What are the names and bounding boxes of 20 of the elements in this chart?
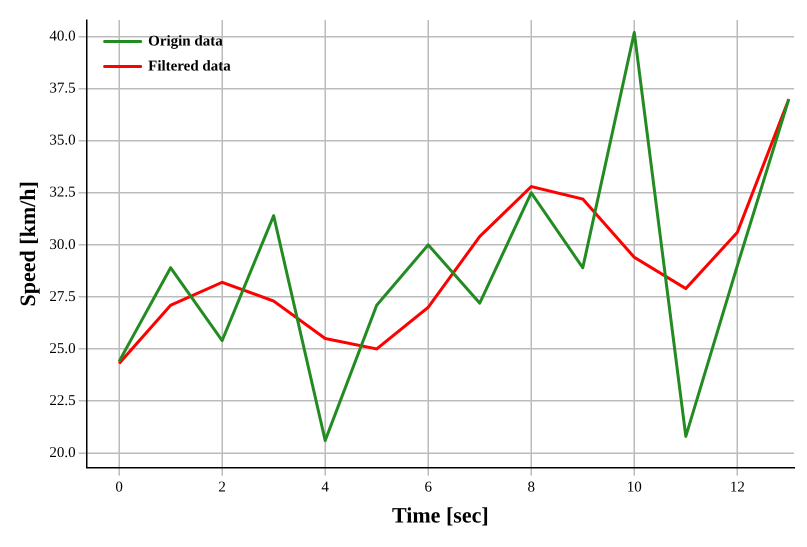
legend-label: Origin data: [148, 33, 224, 50]
x-tick-label: 8: [528, 480, 536, 496]
y-tick-label: 25.0: [49, 340, 76, 357]
y-tick-label: 37.5: [49, 80, 76, 97]
y-tick-label: 22.5: [49, 392, 76, 409]
y-tick-label: 27.5: [49, 288, 76, 305]
x-tick-label: 12: [730, 480, 745, 496]
y-tick-label: 35.0: [49, 132, 76, 149]
x-tick-label: 4: [321, 480, 330, 496]
x-tick-label: 6: [424, 480, 432, 496]
y-tick-label: 20.0: [49, 444, 76, 461]
y-axis-title: Speed [km/h]: [14, 181, 40, 306]
x-axis-title: Time [sec]: [392, 502, 489, 528]
y-tick-label: 32.5: [49, 184, 76, 201]
legend-label: Filtered data: [148, 58, 232, 74]
y-tick-label: 30.0: [49, 236, 76, 253]
x-tick-label: 10: [626, 480, 642, 496]
x-tick-label: 0: [115, 480, 123, 496]
x-tick-label: 2: [218, 480, 226, 496]
y-tick-label: 40.0: [49, 28, 76, 45]
